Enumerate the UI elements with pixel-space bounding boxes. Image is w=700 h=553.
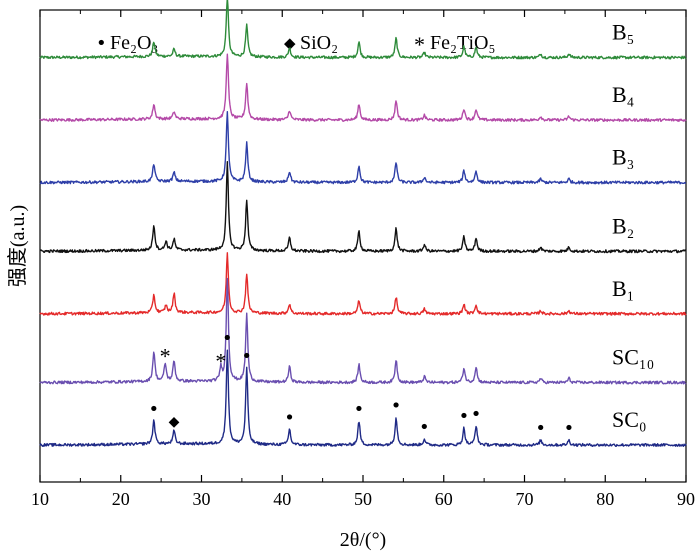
x-tick-label: 70: [516, 489, 534, 509]
series-layer: [39, 0, 687, 447]
legend: • Fe₂O₃ ◆ SiO₂ * Fe₂TiO₅: [96, 32, 495, 57]
x-tick-label: 90: [677, 489, 695, 509]
series-label: B₃: [612, 145, 634, 170]
peak-marker: •: [459, 406, 470, 427]
peak-marker: *: [215, 348, 226, 373]
series-line: [39, 277, 687, 385]
x-tick-label: 40: [273, 489, 291, 509]
x-tick-label: 10: [31, 489, 49, 509]
x-tick-label: 30: [193, 489, 211, 509]
peak-marker: •: [471, 404, 482, 425]
y-axis-label: 强度(a.u.): [6, 205, 29, 287]
series-line: [39, 0, 687, 60]
series-labels: B₅ B₄ B₃ B₂ B₁ SC₁₀ SC₀: [612, 20, 654, 433]
peak-marker: *: [160, 344, 171, 369]
legend-label-sio2: SiO₂: [300, 32, 338, 54]
x-tick-label: 60: [435, 489, 453, 509]
peak-marker: •: [535, 418, 546, 439]
peak-marker: •: [241, 346, 252, 367]
series-label: B₂: [612, 213, 634, 238]
x-tick-label: 80: [596, 489, 614, 509]
peak-marker: •: [222, 328, 233, 349]
peak-marker: •: [149, 399, 160, 420]
legend-symbol-fe2o3: •: [96, 33, 107, 54]
legend-symbol-fe2tio5: *: [414, 32, 425, 57]
peak-marker: ◆: [169, 414, 180, 430]
series-label: B₄: [612, 82, 634, 107]
x-axis-label: 2θ/(°): [340, 529, 386, 551]
x-tick-label: 50: [354, 489, 372, 509]
legend-label-fe2o3: Fe₂O₃: [110, 32, 158, 54]
series-label: B₁: [612, 276, 634, 301]
peak-marker: •: [419, 417, 430, 438]
series-label: SC₁₀: [612, 345, 654, 370]
peak-marker: •: [354, 399, 365, 420]
series-label: SC₀: [612, 407, 647, 432]
legend-label-fe2tio5: Fe₂TiO₅: [430, 32, 495, 54]
peak-marker: •: [284, 407, 295, 428]
series-line: [39, 349, 687, 447]
peak-marker: •: [391, 395, 402, 416]
series-line: [39, 53, 687, 123]
x-tick-label: 20: [112, 489, 130, 509]
x-axis-ticks: 10 20 30 40 50 60 70 80 90: [31, 10, 695, 509]
peak-marker: •: [564, 418, 575, 439]
peak-markers: * *•◆••• • ••• •• •: [149, 328, 575, 439]
series-label: B₅: [612, 20, 634, 45]
legend-symbol-sio2: ◆: [284, 34, 296, 52]
series-line: [39, 252, 687, 316]
series-line: [39, 110, 687, 185]
series-line: [39, 161, 687, 254]
